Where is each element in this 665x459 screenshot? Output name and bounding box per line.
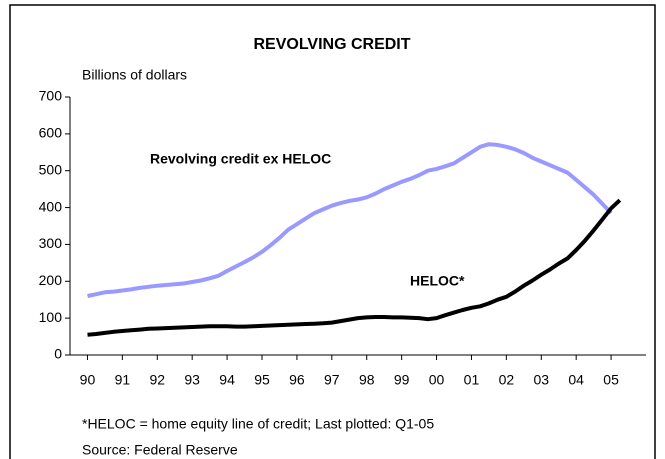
x-tick-label: 97 bbox=[324, 372, 340, 388]
x-tick-label: 95 bbox=[254, 372, 270, 388]
x-tick-label: 03 bbox=[533, 372, 549, 388]
x-tick-label: 00 bbox=[429, 372, 445, 388]
x-tick-label: 04 bbox=[568, 372, 584, 388]
x-tick-label: 92 bbox=[149, 372, 165, 388]
y-axis-label: Billions of dollars bbox=[82, 67, 187, 83]
line-series bbox=[87, 198, 622, 337]
x-tick-label: 91 bbox=[115, 372, 131, 388]
y-tick-label: 100 bbox=[39, 309, 63, 325]
annotation: Revolving credit ex HELOC bbox=[150, 151, 331, 167]
chart-title: REVOLVING CREDIT bbox=[253, 36, 410, 53]
x-tick-label: 96 bbox=[289, 372, 305, 388]
y-tick-label: 300 bbox=[39, 235, 63, 251]
y-tick-label: 600 bbox=[39, 125, 63, 141]
frame bbox=[9, 4, 656, 459]
x-tick-label: 93 bbox=[184, 372, 200, 388]
x-tick-label: 01 bbox=[464, 372, 480, 388]
x-tick-label: 98 bbox=[359, 372, 375, 388]
footnote: Source: Federal Reserve bbox=[82, 442, 238, 458]
x-tick-label: 02 bbox=[499, 372, 515, 388]
y-tick-label: 700 bbox=[39, 88, 63, 104]
annotation: HELOC* bbox=[410, 273, 465, 289]
x-tick-label: 90 bbox=[80, 372, 96, 388]
x-tick-label: 99 bbox=[394, 372, 410, 388]
x-tick-label: 05 bbox=[603, 372, 619, 388]
x-tick-label: 94 bbox=[219, 372, 235, 388]
y-tick-label: 400 bbox=[39, 198, 63, 214]
y-tick-label: 0 bbox=[54, 346, 62, 362]
y-tick-label: 200 bbox=[39, 272, 63, 288]
line-series bbox=[87, 142, 613, 298]
footnote: *HELOC = home equity line of credit; Las… bbox=[82, 416, 434, 432]
y-tick-label: 500 bbox=[39, 161, 63, 177]
